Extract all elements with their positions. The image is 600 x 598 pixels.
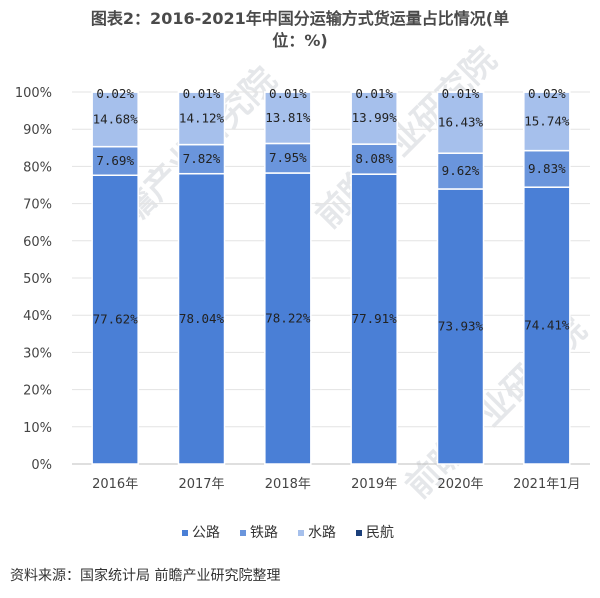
y-tick-label: 0%	[31, 458, 52, 473]
gridlines	[72, 91, 590, 465]
bar-segment-公路	[177, 172, 226, 465]
data-label-水路: 15.74%	[524, 113, 570, 128]
data-labels: 77.62% 7.69% 14.68% 0.02% 78.04% 7.82% 14.12% 0…	[93, 86, 570, 333]
legend-marker-铁路	[240, 530, 246, 536]
legend-label-公路: 公路	[192, 525, 220, 541]
chart-title: 图表2：2016-2021年中国分运输方式货运量占比情况(单 位：%)	[0, 8, 600, 52]
data-label-水路: 14.68%	[93, 111, 139, 126]
y-tick-label: 30%	[23, 346, 52, 361]
data-label-民航: 0.01%	[355, 86, 393, 101]
data-label-水路: 14.12%	[179, 110, 225, 125]
data-label-公路: 77.62%	[93, 312, 139, 327]
legend-label-水路: 水路	[308, 525, 336, 541]
y-tick-label: 10%	[23, 421, 52, 436]
bar-segment-水路	[91, 91, 139, 148]
x-tick-label: 2018年	[265, 477, 311, 492]
x-axis: 2016年 2017年 2018年 2019年 2020年 2021年1月	[92, 477, 580, 492]
legend-label-民航: 民航	[366, 525, 394, 541]
data-label-民航: 0.02%	[96, 86, 134, 101]
y-tick-label: 60%	[23, 235, 52, 250]
bars	[91, 91, 571, 465]
legend-label-铁路: 铁路	[250, 525, 278, 541]
y-tick-label: 90%	[23, 123, 52, 138]
bar-segment-水路	[177, 91, 226, 146]
y-tick-label: 100%	[15, 86, 52, 101]
data-label-铁路: 7.69%	[96, 153, 134, 168]
data-label-公路: 78.04%	[179, 311, 225, 326]
chart-title-line1: 图表2：2016-2021年中国分运输方式货运量占比情况(单	[90, 9, 510, 28]
y-tick-label: 20%	[23, 384, 52, 399]
data-label-公路: 78.22%	[265, 311, 311, 326]
y-tick-label: 40%	[23, 309, 52, 324]
bar-segment-公路	[91, 174, 139, 465]
y-tick-label: 50%	[23, 272, 52, 287]
data-label-公路: 74.41%	[524, 318, 570, 333]
bar-segment-公路	[350, 173, 398, 465]
source-note: 资料来源：国家统计局 前瞻产业研究院整理	[10, 568, 281, 584]
watermark-layer: 前瞻产业研究院前瞻产业研究院前瞻产业研究院	[88, 40, 595, 507]
bar-segment-铁路	[91, 145, 139, 177]
data-label-铁路: 7.82%	[183, 151, 221, 166]
data-label-铁路: 9.62%	[442, 163, 480, 178]
data-label-民航: 0.01%	[269, 86, 307, 101]
bar-segment-铁路	[523, 149, 571, 188]
y-tick-label: 70%	[23, 198, 52, 213]
bar-segment-水路	[350, 91, 398, 145]
bar-segment-公路	[436, 188, 485, 465]
data-label-铁路: 8.08%	[355, 151, 393, 166]
y-axis: 0% 10% 20% 30% 40% 50% 60% 70% 80% 90% 100%	[15, 86, 52, 473]
bar-segment-铁路	[177, 143, 226, 175]
data-label-公路: 77.91%	[352, 311, 398, 326]
data-label-民航: 0.01%	[442, 86, 480, 101]
legend-marker-公路	[182, 530, 188, 536]
legend-marker-民航	[356, 530, 362, 536]
bar-segment-铁路	[436, 152, 485, 190]
legend-marker-水路	[298, 530, 304, 536]
data-label-铁路: 9.83%	[528, 161, 566, 176]
x-tick-label: 2019年	[351, 477, 397, 492]
x-tick-label: 2020年	[437, 477, 483, 492]
data-label-水路: 16.43%	[438, 115, 484, 130]
legend: 公路 铁路 水路 民航	[182, 525, 394, 541]
stacked-bar-chart: 前瞻产业研究院前瞻产业研究院前瞻产业研究院 0% 10% 20% 30% 40% 50% 6…	[15, 40, 595, 541]
data-label-民航: 0.01%	[183, 86, 221, 101]
chart-title-line2: 位：%)	[272, 31, 328, 50]
bar-segment-水路	[264, 91, 312, 145]
data-label-水路: 13.81%	[265, 110, 311, 125]
data-label-公路: 73.93%	[438, 318, 484, 333]
x-tick-label: 2021年1月	[513, 477, 580, 492]
bar-segment-铁路	[264, 142, 312, 174]
bar-segment-铁路	[350, 143, 398, 175]
data-label-水路: 13.99%	[352, 110, 398, 125]
bar-segment-水路	[523, 91, 571, 152]
x-tick-label: 2016年	[92, 477, 138, 492]
y-tick-label: 80%	[23, 160, 52, 175]
data-label-民航: 0.02%	[528, 86, 566, 101]
data-label-铁路: 7.95%	[269, 150, 307, 165]
x-tick-label: 2017年	[178, 477, 224, 492]
